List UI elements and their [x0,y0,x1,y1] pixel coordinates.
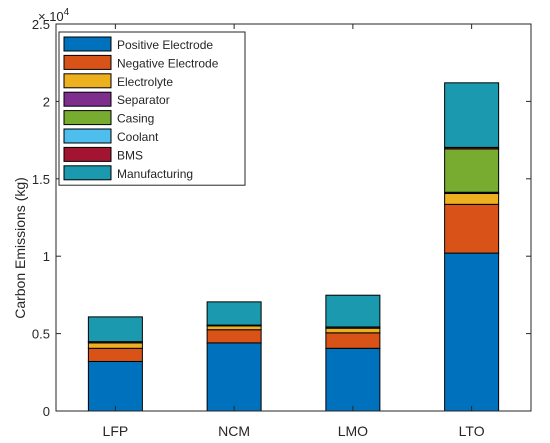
bar-lmo-negative-electrode [325,332,381,349]
x-axis-ticks: LFP NCM LMO LTO [103,24,485,439]
bar-lto-electrolyte [444,193,500,205]
legend-label-bms: BMS [117,148,143,162]
plot-frame [55,23,532,412]
legend-label-coolant: Coolant [117,130,159,144]
y-exponent-power: 4 [64,7,70,18]
bar-lto-manufacturing [444,82,500,148]
legend-label-separator: Separator [117,93,170,107]
bar-lfp-positive-electrode [87,360,143,412]
bar-lto-positive-electrode [444,252,500,412]
y-tick-label: 2.5 [32,17,50,32]
legend-swatch-negative-electrode [63,54,112,70]
bar-ncm-positive-electrode [206,342,262,412]
legend-swatch-coolant [63,128,112,144]
bar-lfp-electrolyte [87,342,143,349]
x-tick-label-lto: LTO [459,423,485,439]
x-tick-label-lfp: LFP [103,423,129,439]
legend-label-electrolyte: Electrolyte [117,75,173,89]
bar-lmo-manufacturing [325,294,381,328]
legend-label-negative-electrode: Negative Electrode [117,56,219,70]
bar-lmo-positive-electrode [325,347,381,412]
legend-label-positive-electrode: Positive Electrode [117,38,213,52]
y-axis-label: Carbon Emissions (kg) [12,177,28,319]
y-tick-label: 0 [43,404,50,419]
bar-ncm-manufacturing [206,301,262,326]
y-tick-label: 0.5 [32,327,50,342]
bar-lto-casing [444,148,500,193]
bar-ncm-negative-electrode [206,329,262,344]
y-tick-label: 1.5 [32,172,50,187]
legend-swatch-separator [63,91,112,107]
y-tick-label: 1 [43,249,50,264]
bar-lfp-negative-electrode [87,347,143,362]
bars-layer [87,82,500,412]
y-exponent-label: × 104 [38,7,70,24]
legend-swatch-manufacturing [63,165,112,181]
bar-lmo-electrolyte [325,327,381,334]
legend-swatch-positive-electrode [63,36,112,52]
legend: Positive Electrode Negative Electrode Elec… [58,31,246,186]
legend-label-manufacturing: Manufacturing [117,167,193,181]
legend-swatch-electrolyte [63,73,112,89]
y-tick-label: 2 [43,94,50,109]
bar-lto-negative-electrode [444,203,500,254]
x-tick-label-ncm: NCM [218,423,250,439]
legend-swatch-casing [63,110,112,126]
legend-swatch-bms [63,146,112,162]
x-tick-label-lmo: LMO [338,423,368,439]
legend-label-casing: Casing [117,112,154,126]
bar-lfp-manufacturing [87,316,143,343]
bar-ncm-electrolyte [206,325,262,331]
